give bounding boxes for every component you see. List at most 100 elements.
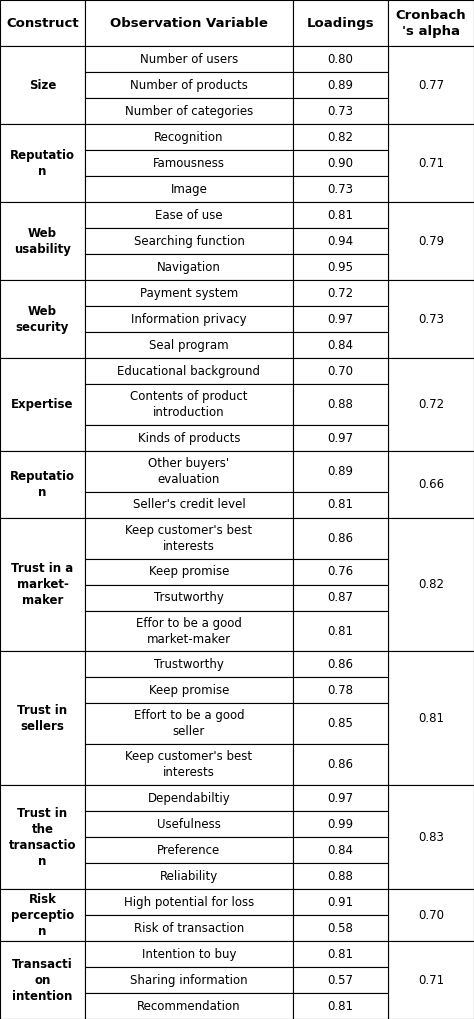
- Bar: [85, 585, 293, 610]
- Bar: [293, 425, 388, 451]
- Bar: [293, 228, 388, 255]
- Bar: [388, 651, 474, 785]
- Text: 0.81: 0.81: [328, 1000, 354, 1013]
- Bar: [85, 203, 293, 228]
- Bar: [293, 255, 388, 280]
- Bar: [85, 0, 293, 47]
- Bar: [388, 941, 474, 1019]
- Text: Dependabiltiy: Dependabiltiy: [147, 792, 230, 805]
- Text: Recognition: Recognition: [154, 130, 224, 144]
- Text: Web
security: Web security: [16, 305, 69, 334]
- Text: 0.99: 0.99: [328, 817, 354, 830]
- Bar: [85, 558, 293, 585]
- Text: 0.89: 0.89: [328, 465, 354, 478]
- Text: Loadings: Loadings: [307, 16, 374, 30]
- Bar: [85, 610, 293, 651]
- Bar: [293, 99, 388, 124]
- Text: 0.97: 0.97: [328, 792, 354, 805]
- Text: 0.70: 0.70: [418, 909, 444, 921]
- Text: Searching function: Searching function: [134, 234, 245, 248]
- Bar: [388, 359, 474, 451]
- Text: Reputatio
n: Reputatio n: [10, 149, 75, 178]
- Text: Number of products: Number of products: [130, 78, 248, 92]
- Bar: [0, 518, 85, 651]
- Text: 0.83: 0.83: [418, 830, 444, 844]
- Text: 0.87: 0.87: [328, 591, 354, 604]
- Bar: [293, 280, 388, 307]
- Text: 0.76: 0.76: [328, 566, 354, 578]
- Bar: [293, 967, 388, 993]
- Bar: [293, 585, 388, 610]
- Bar: [293, 703, 388, 744]
- Bar: [85, 280, 293, 307]
- Bar: [388, 0, 474, 47]
- Bar: [293, 610, 388, 651]
- Bar: [293, 518, 388, 558]
- Text: Reliability: Reliability: [160, 869, 218, 882]
- Bar: [85, 785, 293, 811]
- Text: Seal program: Seal program: [149, 338, 229, 352]
- Bar: [0, 203, 85, 280]
- Text: 0.81: 0.81: [418, 712, 444, 725]
- Text: Trustworthy: Trustworthy: [154, 658, 224, 671]
- Bar: [85, 492, 293, 518]
- Bar: [85, 993, 293, 1019]
- Text: Keep customer's best
interests: Keep customer's best interests: [126, 750, 253, 780]
- Text: 0.71: 0.71: [418, 157, 444, 170]
- Text: Educational background: Educational background: [118, 365, 261, 378]
- Bar: [293, 678, 388, 703]
- Bar: [0, 124, 85, 203]
- Bar: [293, 915, 388, 941]
- Bar: [293, 811, 388, 837]
- Text: Keep promise: Keep promise: [149, 566, 229, 578]
- Text: Observation Variable: Observation Variable: [110, 16, 268, 30]
- Text: 0.58: 0.58: [328, 921, 354, 934]
- Bar: [293, 744, 388, 785]
- Bar: [388, 451, 474, 518]
- Text: Effort to be a good
seller: Effort to be a good seller: [134, 709, 244, 739]
- Bar: [85, 837, 293, 863]
- Bar: [388, 518, 474, 651]
- Bar: [0, 889, 85, 941]
- Text: Usefulness: Usefulness: [157, 817, 221, 830]
- Bar: [293, 837, 388, 863]
- Bar: [293, 47, 388, 72]
- Bar: [293, 359, 388, 384]
- Text: Effor to be a good
market-maker: Effor to be a good market-maker: [136, 616, 242, 646]
- Text: 0.73: 0.73: [328, 182, 354, 196]
- Text: 0.77: 0.77: [418, 78, 444, 92]
- Text: Transacti
on
intention: Transacti on intention: [12, 958, 73, 1003]
- Bar: [85, 941, 293, 967]
- Bar: [293, 0, 388, 47]
- Text: High potential for loss: High potential for loss: [124, 896, 254, 909]
- Text: Navigation: Navigation: [157, 261, 221, 274]
- Bar: [293, 492, 388, 518]
- Bar: [0, 47, 85, 124]
- Bar: [85, 703, 293, 744]
- Bar: [85, 863, 293, 889]
- Bar: [293, 889, 388, 915]
- Text: 0.70: 0.70: [328, 365, 354, 378]
- Text: Intention to buy: Intention to buy: [142, 948, 236, 961]
- Text: Number of users: Number of users: [140, 53, 238, 66]
- Text: Web
usability: Web usability: [14, 227, 71, 256]
- Bar: [293, 451, 388, 492]
- Text: Recommendation: Recommendation: [137, 1000, 241, 1013]
- Bar: [0, 941, 85, 1019]
- Bar: [0, 651, 85, 785]
- Bar: [293, 332, 388, 359]
- Text: 0.90: 0.90: [328, 157, 354, 170]
- Bar: [293, 151, 388, 176]
- Bar: [388, 785, 474, 889]
- Text: 0.82: 0.82: [418, 578, 444, 591]
- Bar: [0, 0, 85, 47]
- Text: 0.78: 0.78: [328, 684, 354, 697]
- Text: Trust in
the
transactio
n: Trust in the transactio n: [9, 807, 76, 867]
- Text: 0.81: 0.81: [328, 948, 354, 961]
- Text: 0.86: 0.86: [328, 532, 354, 545]
- Bar: [85, 124, 293, 151]
- Text: Information privacy: Information privacy: [131, 313, 247, 326]
- Text: Size: Size: [29, 78, 56, 92]
- Text: Kinds of products: Kinds of products: [138, 431, 240, 444]
- Bar: [85, 425, 293, 451]
